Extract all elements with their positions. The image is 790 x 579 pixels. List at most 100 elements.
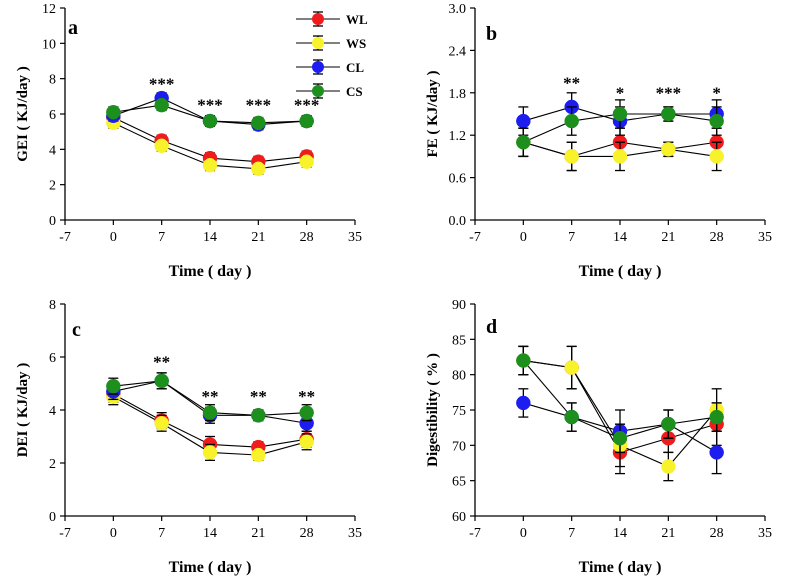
panel-letter: d <box>486 316 497 338</box>
x-tick-label: 7 <box>568 526 575 541</box>
x-tick-label: -7 <box>59 526 71 541</box>
data-point-cs <box>564 113 579 129</box>
data-point-ws <box>251 447 266 463</box>
x-tick-label: 0 <box>110 230 117 245</box>
data-point-cs <box>516 353 531 368</box>
y-tick-label: 85 <box>452 333 466 348</box>
data-point-cs <box>299 405 314 420</box>
x-tick-label: 0 <box>520 230 527 245</box>
x-tick-label: -7 <box>59 230 71 245</box>
y-tick-label: 0 <box>49 510 56 525</box>
y-tick-label: 0.6 <box>449 172 467 187</box>
x-tick-label: 21 <box>251 526 265 541</box>
x-tick-label: -7 <box>469 230 481 245</box>
legend-marker-ws <box>312 37 324 49</box>
data-point-cs <box>661 106 676 122</box>
y-tick-label: 2 <box>49 179 56 194</box>
x-tick-label: 14 <box>613 230 627 245</box>
x-tick-label: 14 <box>613 526 627 541</box>
y-tick-label: 8 <box>49 73 56 88</box>
y-tick-label: 10 <box>42 37 56 52</box>
data-point-cs <box>106 104 121 120</box>
legend-marker-cl <box>312 61 324 73</box>
data-point-ws <box>612 149 628 164</box>
legend-label: WS <box>346 36 366 51</box>
legend: WL WS CL CS <box>296 11 368 99</box>
y-tick-label: 3.0 <box>449 2 467 17</box>
x-tick-label: -7 <box>469 526 481 541</box>
legend-label: CS <box>346 84 363 99</box>
y-tick-label: 12 <box>42 2 56 17</box>
x-tick-label: 28 <box>710 230 724 245</box>
x-tick-label: 35 <box>758 526 772 541</box>
y-tick-label: 8 <box>49 298 56 313</box>
y-tick-label: 80 <box>452 369 466 384</box>
y-tick-label: 6 <box>49 351 56 366</box>
data-point-cs <box>154 373 169 389</box>
x-axis-title: Time ( day ) <box>579 559 662 576</box>
data-point-ws <box>709 149 724 164</box>
x-tick-label: 35 <box>348 230 362 245</box>
legend-label: CL <box>346 60 364 75</box>
y-axis-title: FE ( KJ/day ) <box>425 70 441 157</box>
x-tick-label: 35 <box>758 230 772 245</box>
data-point-ws <box>154 138 169 154</box>
y-tick-label: 2 <box>49 457 56 472</box>
y-tick-label: 60 <box>452 510 466 525</box>
y-tick-label: 0.0 <box>449 214 467 229</box>
data-point-cl <box>516 395 531 411</box>
x-tick-label: 14 <box>203 230 217 245</box>
data-point-ws <box>661 142 676 157</box>
data-point-ws <box>661 459 676 474</box>
data-point-cs <box>661 416 676 432</box>
y-tick-label: 65 <box>452 475 466 490</box>
significance-mark: *** <box>294 95 320 114</box>
x-tick-label: 7 <box>568 230 575 245</box>
data-point-ws <box>202 157 218 173</box>
x-axis-title: Time ( day ) <box>169 559 252 576</box>
data-point-cs <box>612 106 628 122</box>
y-axis-title: DEI ( KJ/day ) <box>15 363 31 458</box>
y-tick-label: 70 <box>452 439 466 454</box>
y-tick-label: 0 <box>49 214 56 229</box>
y-tick-label: 1.2 <box>449 129 467 144</box>
data-point-ws <box>154 416 169 431</box>
significance-mark: ** <box>153 353 170 372</box>
data-point-ws <box>564 360 579 375</box>
y-tick-label: 90 <box>452 298 466 313</box>
data-point-cl <box>709 445 724 460</box>
legend-label: WL <box>346 12 368 27</box>
significance-mark: * <box>616 83 625 102</box>
significance-mark: ** <box>298 387 315 406</box>
y-tick-label: 75 <box>452 404 466 419</box>
x-tick-label: 35 <box>348 526 362 541</box>
significance-mark: * <box>712 83 721 102</box>
x-tick-label: 0 <box>520 526 527 541</box>
x-tick-label: 0 <box>110 526 117 541</box>
panel-d: -7 0 7 14 21 28 35 60 65 70 75 80 85 90 Time ( day ) Di… <box>425 298 772 576</box>
data-point-cs <box>612 431 628 446</box>
significance-mark: ** <box>563 74 580 93</box>
x-axis-title: Time ( day ) <box>169 263 252 280</box>
x-tick-label: 21 <box>661 526 675 541</box>
x-tick-label: 7 <box>158 230 165 245</box>
x-tick-label: 7 <box>158 526 165 541</box>
significance-mark: *** <box>149 74 175 93</box>
y-axis-title: GEI ( KJ/day ) <box>15 66 31 161</box>
data-point-cs <box>154 97 169 113</box>
data-point-cs <box>251 408 266 423</box>
data-point-ws <box>299 154 314 169</box>
data-point-cs <box>709 409 724 425</box>
panel-b: -7 0 7 14 21 28 35 0.0 0.6 1.2 1.8 2.4 3.0 Time ( day… <box>425 2 772 280</box>
data-point-cs <box>106 378 121 394</box>
y-tick-label: 2.4 <box>449 44 467 59</box>
data-point-cl <box>516 113 531 129</box>
data-point-cs <box>202 405 218 420</box>
data-point-ws <box>251 161 266 177</box>
data-point-cs <box>202 113 218 129</box>
panel-letter: a <box>68 17 78 39</box>
data-point-cs <box>516 135 531 150</box>
data-point-ws <box>564 149 579 164</box>
